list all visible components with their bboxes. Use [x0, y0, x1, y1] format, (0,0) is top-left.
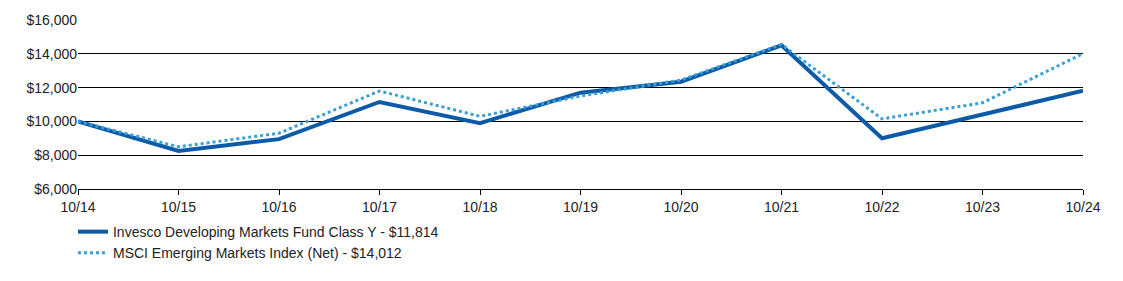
svg-text:10/23: 10/23	[965, 199, 1000, 215]
svg-text:10/19: 10/19	[563, 199, 598, 215]
svg-text:$12,000: $12,000	[26, 80, 77, 96]
svg-text:10/20: 10/20	[663, 199, 698, 215]
svg-text:10/15: 10/15	[161, 199, 196, 215]
svg-text:$6,000: $6,000	[34, 181, 77, 197]
svg-text:$8,000: $8,000	[34, 147, 77, 163]
svg-text:MSCI Emerging Markets Index (N: MSCI Emerging Markets Index (Net) - $14,…	[113, 245, 402, 261]
svg-text:$10,000: $10,000	[26, 113, 77, 129]
svg-text:$16,000: $16,000	[26, 12, 77, 28]
svg-text:$14,000: $14,000	[26, 46, 77, 62]
svg-text:10/21: 10/21	[764, 199, 799, 215]
svg-text:10/17: 10/17	[362, 199, 397, 215]
svg-text:10/24: 10/24	[1065, 199, 1100, 215]
svg-text:10/16: 10/16	[261, 199, 296, 215]
svg-text:10/14: 10/14	[60, 199, 95, 215]
svg-text:10/22: 10/22	[864, 199, 899, 215]
svg-text:Invesco Developing Markets Fun: Invesco Developing Markets Fund Class Y …	[113, 224, 439, 240]
svg-text:10/18: 10/18	[462, 199, 497, 215]
